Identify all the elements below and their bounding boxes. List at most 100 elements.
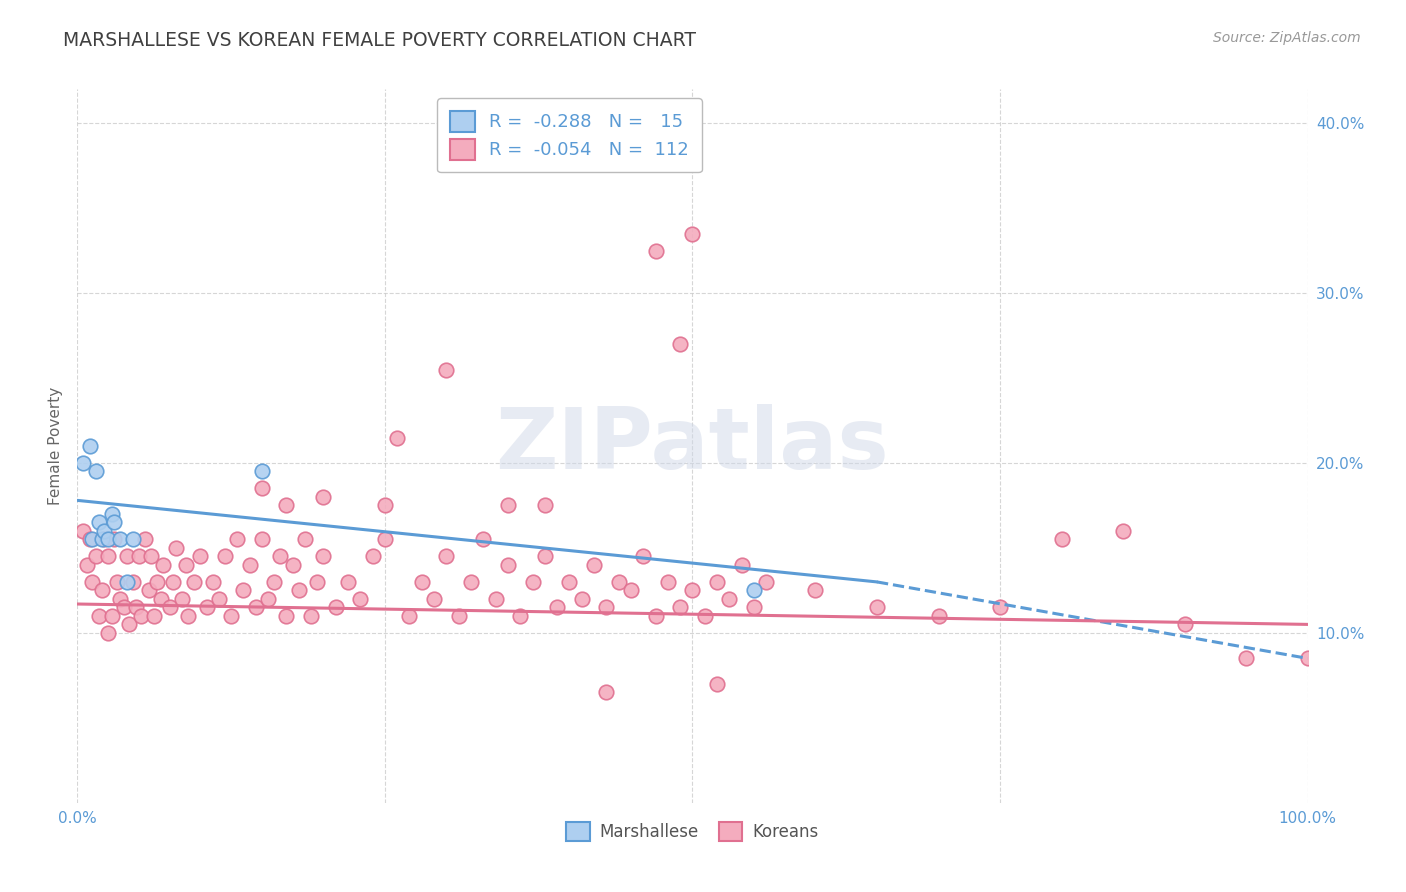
Point bbox=[669, 337, 692, 351]
Point bbox=[337, 574, 360, 589]
Point bbox=[742, 583, 765, 598]
Point bbox=[436, 549, 458, 564]
Point bbox=[546, 600, 568, 615]
Point bbox=[90, 583, 114, 598]
Y-axis label: Female Poverty: Female Poverty bbox=[48, 387, 63, 505]
Point bbox=[312, 490, 335, 504]
Point bbox=[162, 574, 184, 589]
Point bbox=[152, 558, 174, 572]
Point bbox=[742, 600, 765, 615]
Point bbox=[644, 608, 666, 623]
Point bbox=[101, 507, 124, 521]
Point bbox=[509, 608, 531, 623]
Point bbox=[447, 608, 470, 623]
Point bbox=[128, 549, 150, 564]
Point bbox=[89, 516, 111, 530]
Point bbox=[374, 533, 396, 547]
Point bbox=[79, 439, 101, 453]
Point bbox=[669, 600, 692, 615]
Point bbox=[125, 600, 148, 615]
Point bbox=[633, 549, 655, 564]
Point bbox=[385, 430, 409, 444]
Legend: Marshallese, Koreans: Marshallese, Koreans bbox=[560, 815, 825, 848]
Point bbox=[1050, 533, 1073, 547]
Point bbox=[657, 574, 679, 589]
Text: Source: ZipAtlas.com: Source: ZipAtlas.com bbox=[1213, 31, 1361, 45]
Point bbox=[97, 626, 120, 640]
Point bbox=[115, 549, 138, 564]
Point bbox=[226, 533, 249, 547]
Point bbox=[165, 541, 187, 555]
Point bbox=[299, 608, 322, 623]
Point bbox=[595, 600, 617, 615]
Point bbox=[121, 533, 143, 547]
Point bbox=[682, 227, 704, 241]
Point bbox=[76, 558, 98, 572]
Point bbox=[177, 608, 200, 623]
Point bbox=[534, 549, 557, 564]
Point bbox=[97, 533, 120, 547]
Point bbox=[269, 549, 291, 564]
Point bbox=[263, 574, 285, 589]
Point bbox=[706, 677, 728, 691]
Point bbox=[174, 558, 197, 572]
Point bbox=[250, 465, 273, 479]
Point bbox=[103, 533, 125, 547]
Point bbox=[496, 499, 519, 513]
Point bbox=[325, 600, 347, 615]
Point bbox=[472, 533, 495, 547]
Point bbox=[82, 574, 104, 589]
Point bbox=[159, 600, 181, 615]
Point bbox=[398, 608, 420, 623]
Point bbox=[79, 533, 101, 547]
Point bbox=[620, 583, 643, 598]
Point bbox=[84, 465, 107, 479]
Point bbox=[693, 608, 716, 623]
Point bbox=[485, 591, 508, 606]
Point bbox=[146, 574, 169, 589]
Point bbox=[583, 558, 606, 572]
Point bbox=[718, 591, 741, 606]
Point bbox=[595, 685, 617, 699]
Point bbox=[755, 574, 778, 589]
Point bbox=[804, 583, 827, 598]
Point bbox=[349, 591, 371, 606]
Point bbox=[522, 574, 544, 589]
Point bbox=[257, 591, 280, 606]
Point bbox=[232, 583, 254, 598]
Point bbox=[731, 558, 754, 572]
Point bbox=[93, 524, 115, 538]
Point bbox=[423, 591, 446, 606]
Point bbox=[288, 583, 311, 598]
Point bbox=[72, 524, 94, 538]
Point bbox=[928, 608, 950, 623]
Point bbox=[183, 574, 205, 589]
Point bbox=[276, 608, 298, 623]
Point bbox=[239, 558, 262, 572]
Point bbox=[1234, 651, 1257, 665]
Point bbox=[245, 600, 267, 615]
Point bbox=[558, 574, 581, 589]
Point bbox=[294, 533, 316, 547]
Point bbox=[138, 583, 160, 598]
Point bbox=[312, 549, 335, 564]
Point bbox=[361, 549, 384, 564]
Point bbox=[84, 549, 107, 564]
Point bbox=[706, 574, 728, 589]
Point bbox=[93, 533, 115, 547]
Point bbox=[988, 600, 1011, 615]
Point bbox=[170, 591, 193, 606]
Point bbox=[72, 456, 94, 470]
Point bbox=[142, 608, 165, 623]
Point bbox=[118, 617, 141, 632]
Point bbox=[571, 591, 593, 606]
Point bbox=[281, 558, 304, 572]
Point bbox=[644, 244, 666, 258]
Point bbox=[89, 608, 111, 623]
Point bbox=[195, 600, 218, 615]
Point bbox=[219, 608, 242, 623]
Point bbox=[250, 482, 273, 496]
Text: MARSHALLESE VS KOREAN FEMALE POVERTY CORRELATION CHART: MARSHALLESE VS KOREAN FEMALE POVERTY COR… bbox=[63, 31, 696, 50]
Point bbox=[105, 574, 128, 589]
Point bbox=[1174, 617, 1197, 632]
